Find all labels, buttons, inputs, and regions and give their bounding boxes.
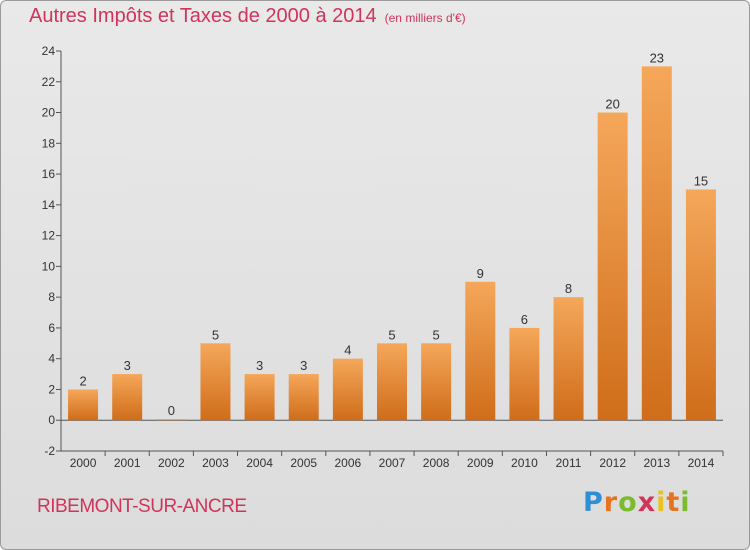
data-label-2008: 5 <box>433 327 440 342</box>
bar-2011 <box>553 297 584 421</box>
data-label-2002: 0 <box>168 403 175 418</box>
data-label-2007: 5 <box>388 327 395 342</box>
y-tick-label: 10 <box>42 259 56 273</box>
x-tick-label: 2002 <box>158 456 185 470</box>
logo-letter: i <box>680 487 691 518</box>
y-tick-label: 20 <box>42 106 56 120</box>
bar-2014 <box>685 189 716 421</box>
x-tick-label: 2013 <box>643 456 670 470</box>
data-label-2013: 23 <box>650 50 664 65</box>
bars <box>68 66 716 421</box>
x-tick-label: 2009 <box>467 456 494 470</box>
logo-letter: x <box>637 487 657 518</box>
x-tick-label: 2005 <box>290 456 317 470</box>
data-label-2006: 4 <box>344 343 351 358</box>
bar-2009 <box>465 281 496 421</box>
x-tick-label: 2000 <box>70 456 97 470</box>
data-label-2011: 8 <box>565 281 572 296</box>
bar-2000 <box>68 389 99 421</box>
x-tick-label: 2011 <box>556 456 582 470</box>
y-tick-label: 22 <box>42 75 56 89</box>
bar-2010 <box>509 327 540 421</box>
bar-2006 <box>332 358 363 421</box>
commune-name: RIBEMONT-SUR-ANCRE <box>37 496 247 517</box>
chart-unit: (en milliers d'€) <box>384 11 466 25</box>
y-tick-label: 2 <box>48 382 55 396</box>
y-tick-label: 6 <box>48 321 55 335</box>
data-label-2003: 5 <box>212 327 219 342</box>
y-tick-label: 4 <box>48 352 55 366</box>
y-tick-label: 18 <box>42 136 56 150</box>
bar-2008 <box>421 343 452 421</box>
data-label-2010: 6 <box>521 312 528 327</box>
y-tick-label: 24 <box>42 44 56 58</box>
data-label-2009: 9 <box>477 266 484 281</box>
x-tick-label: 2004 <box>246 456 273 470</box>
x-tick-label: 2003 <box>202 456 229 470</box>
logo-letter: o <box>618 487 638 518</box>
data-label-2014: 15 <box>694 173 708 188</box>
x-tick-label: 2008 <box>423 456 450 470</box>
bar-2001 <box>112 374 143 421</box>
chart-title: Autres Impôts et Taxes de 2000 à 2014 (en… <box>29 5 466 28</box>
x-tick-label: 2001 <box>114 456 141 470</box>
y-tick-label: 0 <box>48 413 55 427</box>
data-label-2000: 2 <box>79 373 86 388</box>
logo-letter: r <box>603 487 619 518</box>
logo-letter: P <box>583 487 604 518</box>
bar-2007 <box>377 343 407 421</box>
bar-2013 <box>641 66 672 421</box>
bar-2004 <box>244 374 275 421</box>
logo-letter: i <box>656 487 667 518</box>
y-tick-label: 14 <box>42 198 56 212</box>
x-tick-label: 2006 <box>335 456 362 470</box>
proxiti-logo: Proxiti <box>583 487 691 518</box>
bar-2012 <box>597 112 628 421</box>
y-tick-label: 8 <box>48 290 55 304</box>
y-tick-label: 16 <box>42 167 56 181</box>
x-tick-label: 2010 <box>511 456 538 470</box>
bar-2003 <box>200 343 231 421</box>
data-label-2004: 3 <box>256 358 263 373</box>
x-tick-label: 2012 <box>599 456 626 470</box>
x-tick-label: 2014 <box>688 456 715 470</box>
y-tick-label: -2 <box>44 444 55 458</box>
y-tick-label: 12 <box>42 229 56 243</box>
data-label-2012: 20 <box>605 97 619 112</box>
bar-2005 <box>288 374 319 421</box>
bar-2002 <box>156 419 187 421</box>
x-tick-label: 2007 <box>379 456 406 470</box>
logo-letter: t <box>666 487 681 518</box>
chart-title-text: Autres Impôts et Taxes de 2000 à 2014 <box>29 5 377 27</box>
x-axis: 2000 2001 2002 2003 2004 2005 2006 2007 2008 2009… <box>61 419 724 470</box>
data-label-2001: 3 <box>124 358 131 373</box>
data-label-2005: 3 <box>300 358 307 373</box>
